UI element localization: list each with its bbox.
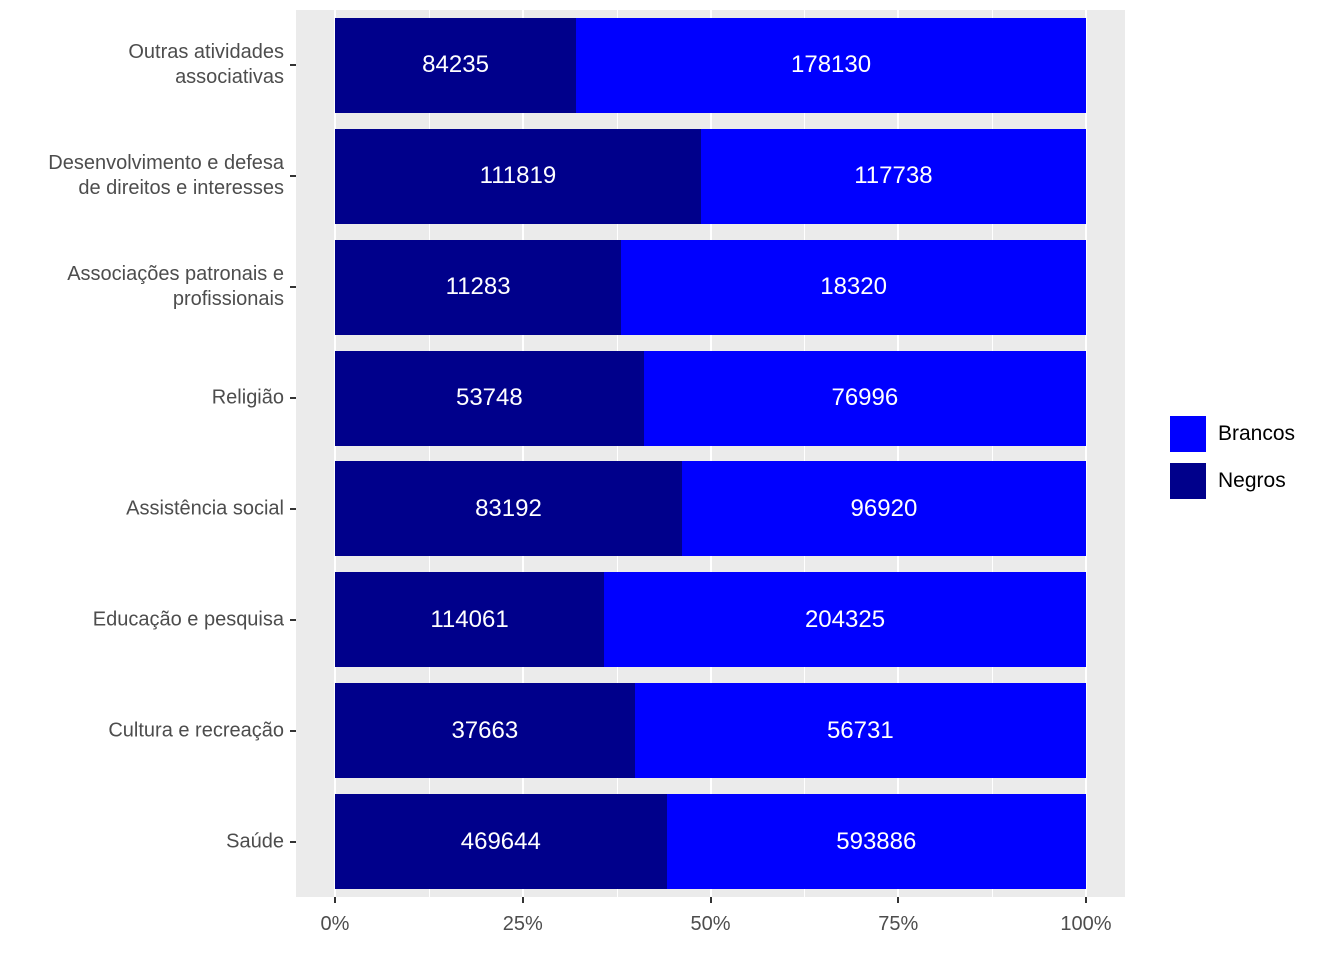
- x-tick-label: 25%: [502, 913, 543, 935]
- y-axis-tick: [290, 175, 296, 178]
- value-label-brancos: 117738: [854, 162, 933, 190]
- legend-item: Negros: [1170, 463, 1295, 499]
- bar-segment-negros: 114061: [335, 572, 605, 668]
- y-axis-tick: [290, 618, 296, 621]
- value-label-brancos: 96920: [850, 494, 918, 522]
- y-axis-tick: [290, 286, 296, 289]
- value-label-brancos: 204325: [804, 605, 886, 633]
- category-label: Outras atividades associativas: [128, 41, 284, 89]
- bar-segment-negros: 469644: [335, 794, 667, 890]
- bar-segment-negros: 11283: [335, 239, 622, 335]
- plot-panel: 84235 178130 111819 117738 11283 18320 53748 76…: [296, 10, 1125, 897]
- x-axis-tick: [709, 897, 712, 903]
- gridline-minor: [804, 10, 806, 897]
- category-label: Desenvolvimento e defesa de direitos e in…: [48, 152, 284, 200]
- bar-row: 111819 117738: [335, 128, 1086, 224]
- y-axis-tick: [290, 507, 296, 510]
- bar-segment-negros: 111819: [335, 128, 701, 224]
- gridline-minor: [992, 10, 994, 897]
- x-tick-label: 50%: [690, 913, 731, 935]
- bar-row: 53748 76996: [335, 350, 1086, 446]
- value-label-negros: 111819: [479, 162, 557, 190]
- bar-segment-brancos: 178130: [576, 17, 1086, 113]
- legend: Brancos Negros: [1170, 416, 1295, 510]
- bar-row: 114061 204325: [335, 572, 1086, 668]
- gridline-major: [709, 10, 712, 897]
- value-label-brancos: 18320: [820, 273, 887, 301]
- value-label-negros: 11283: [445, 273, 511, 301]
- x-axis-tick: [521, 897, 524, 903]
- value-label-brancos: 76996: [831, 384, 899, 412]
- bar-segment-brancos: 204325: [604, 572, 1086, 668]
- gridline-minor: [428, 10, 430, 897]
- x-tick-label: 0%: [320, 913, 350, 935]
- bar-segment-negros: 53748: [335, 350, 644, 446]
- gridline-major: [897, 10, 900, 897]
- legend-label: Negros: [1218, 469, 1286, 492]
- bar-segment-brancos: 96920: [681, 461, 1086, 557]
- value-label-negros: 83192: [475, 494, 542, 522]
- gridline-major: [521, 10, 524, 897]
- value-label-brancos: 593886: [836, 827, 917, 855]
- value-label-negros: 469644: [460, 827, 541, 855]
- bar-segment-brancos: 56731: [634, 683, 1086, 779]
- x-axis-tick: [897, 897, 900, 903]
- bar-row: 11283 18320: [335, 239, 1086, 335]
- bar-segment-negros: 37663: [335, 683, 635, 779]
- value-label-negros: 114061: [430, 605, 509, 633]
- bar-row: 84235 178130: [335, 17, 1086, 113]
- x-tick-label: 100%: [1060, 913, 1112, 935]
- value-label-negros: 84235: [422, 51, 489, 79]
- category-label: Assistência social: [126, 497, 284, 520]
- y-axis-tick: [290, 397, 296, 400]
- value-label-brancos: 178130: [791, 51, 872, 79]
- bar-row: 83192 96920: [335, 461, 1086, 557]
- category-label: Associações patronais e profissionais: [67, 263, 284, 311]
- gridline-minor: [616, 10, 618, 897]
- bar-segment-brancos: 76996: [643, 350, 1086, 446]
- gridline-major: [1085, 10, 1087, 897]
- y-axis-tick: [290, 64, 296, 67]
- legend-item: Brancos: [1170, 416, 1295, 452]
- y-axis-tick: [290, 729, 296, 732]
- value-label-negros: 53748: [455, 384, 523, 412]
- category-label: Religião: [211, 386, 284, 409]
- legend-label: Brancos: [1218, 422, 1296, 445]
- bar-segment-brancos: 593886: [666, 794, 1086, 890]
- category-label: Cultura e recreação: [108, 719, 284, 742]
- legend-swatch: [1170, 416, 1206, 452]
- bar-segment-brancos: 18320: [621, 239, 1086, 335]
- bar-row: 469644 593886: [335, 794, 1086, 890]
- value-label-negros: 37663: [451, 716, 519, 744]
- bar-segment-negros: 84235: [335, 17, 577, 113]
- bar-row: 37663 56731: [335, 683, 1086, 779]
- legend-swatch: [1170, 463, 1206, 499]
- bar-segment-brancos: 117738: [700, 128, 1086, 224]
- bar-segment-negros: 83192: [335, 461, 682, 557]
- x-axis-tick: [1085, 897, 1087, 903]
- x-tick-label: 75%: [878, 913, 919, 935]
- y-axis-tick: [290, 840, 296, 843]
- category-label: Educação e pesquisa: [92, 608, 284, 631]
- gridline-major: [334, 10, 336, 897]
- x-axis-tick: [334, 897, 336, 903]
- value-label-brancos: 56731: [826, 716, 894, 744]
- category-label: Saúde: [226, 830, 284, 853]
